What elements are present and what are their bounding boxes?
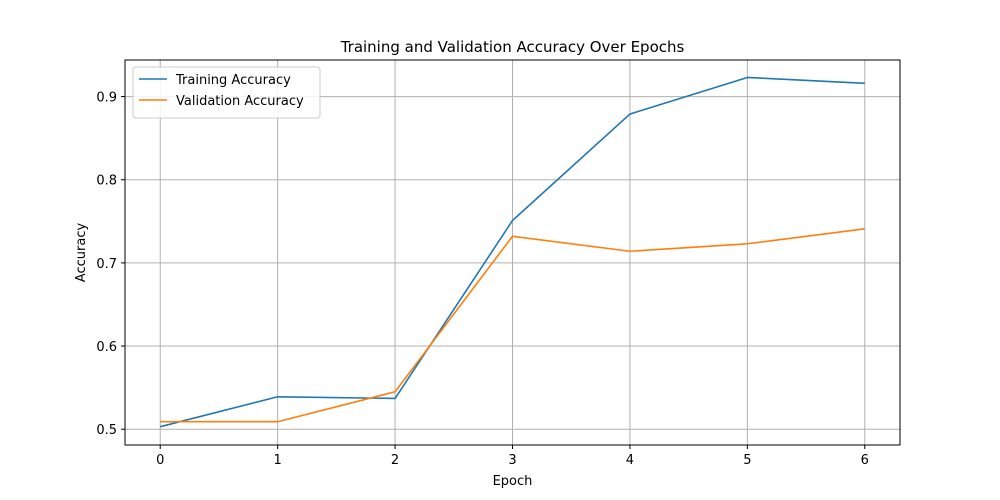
y-tick-label: 0.5 <box>96 423 117 438</box>
x-axis: 0 1 2 3 4 5 6 <box>156 445 869 468</box>
y-tick-label: 0.8 <box>96 174 117 189</box>
series-line <box>160 228 865 423</box>
series-line <box>160 76 865 428</box>
y-tick-label: 0.7 <box>96 257 117 272</box>
chart-title: Training and Validation Accuracy Over Ep… <box>340 38 685 56</box>
x-tick-label: 3 <box>508 453 516 468</box>
x-axis-label: Epoch <box>493 474 533 489</box>
legend-box <box>132 66 321 119</box>
y-axis-label: Accuracy <box>74 223 89 283</box>
x-tick-label: 0 <box>156 453 164 468</box>
legend-entry-label: Training Accuracy <box>175 73 291 88</box>
y-axis: 0.5 0.6 0.7 0.8 0.9 <box>96 91 125 438</box>
y-tick-label: 0.9 <box>96 91 117 106</box>
x-tick-label: 1 <box>274 453 282 468</box>
x-tick-label: 5 <box>743 453 751 468</box>
grid <box>125 60 900 445</box>
y-tick-label: 0.6 <box>96 340 117 355</box>
x-tick-label: 6 <box>861 453 869 468</box>
x-tick-label: 2 <box>391 453 399 468</box>
legend-entry-label: Validation Accuracy <box>176 94 304 109</box>
x-tick-label: 4 <box>626 453 634 468</box>
legend: Training Accuracy Validation Accuracy <box>132 66 321 119</box>
series-lines <box>160 76 865 428</box>
